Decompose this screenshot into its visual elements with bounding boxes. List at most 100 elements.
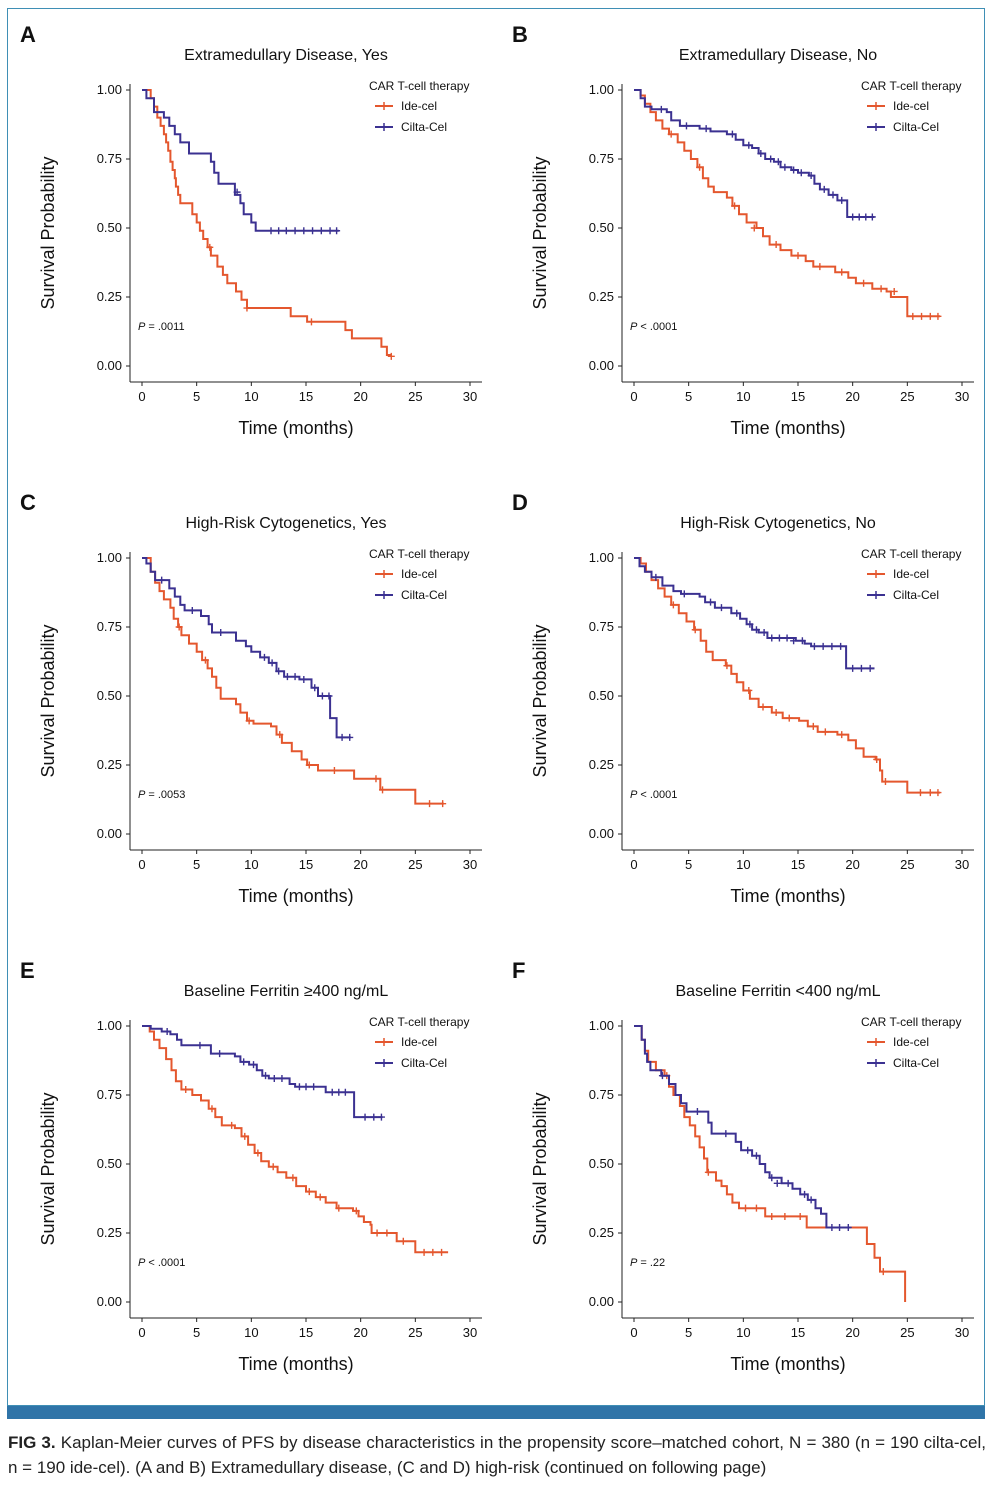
series-line-ide-cel [634, 89, 941, 318]
y-tick-label: 0.50 [589, 688, 614, 703]
censor-mark [807, 172, 815, 180]
censor-mark [208, 1105, 216, 1113]
series-line-cilta-cel [142, 89, 339, 232]
x-tick-label: 0 [138, 389, 145, 404]
censor-mark [182, 1085, 190, 1093]
censor-mark [775, 634, 783, 642]
censor-mark [752, 1152, 760, 1160]
censor-mark [704, 1168, 712, 1176]
legend-item: Cilta-Cel [893, 120, 939, 134]
censor-mark [420, 1248, 428, 1256]
y-tick-label: 1.00 [589, 82, 614, 97]
y-tick-label: 0.75 [97, 619, 122, 634]
censor-mark [341, 1088, 349, 1096]
censor-mark [201, 656, 209, 664]
y-tick-label: 0.50 [589, 1156, 614, 1171]
censor-mark [807, 1196, 815, 1204]
censor-mark [268, 659, 276, 667]
legend-item: Cilta-Cel [401, 120, 447, 134]
y-tick-label: 0.00 [589, 1294, 614, 1309]
x-tick-label: 25 [900, 389, 914, 404]
y-tick-label: 0.50 [589, 220, 614, 235]
censor-mark [216, 1050, 224, 1058]
x-tick-label: 25 [900, 1325, 914, 1340]
censor-mark [669, 601, 677, 609]
censor-mark [228, 1121, 236, 1129]
panel-letter: F [512, 958, 525, 983]
y-axis-label: Survival Probability [38, 624, 58, 777]
figure-frame [7, 8, 985, 1406]
y-tick-label: 1.00 [589, 550, 614, 565]
y-axis-label: Survival Probability [530, 156, 550, 309]
censor-mark [767, 155, 775, 163]
censor-mark [338, 733, 346, 741]
censor-mark [330, 767, 338, 775]
y-tick-label: 0.75 [589, 1087, 614, 1102]
x-tick-label: 30 [955, 857, 969, 872]
censor-mark [849, 213, 857, 221]
censor-mark [790, 166, 798, 174]
legend-item: Ide-cel [893, 1035, 929, 1049]
x-tick-label: 30 [463, 857, 477, 872]
censor-mark [439, 800, 447, 808]
censor-mark [335, 1088, 343, 1096]
censor-mark [918, 312, 926, 320]
censor-mark [828, 1223, 836, 1231]
censor-mark [821, 728, 829, 736]
censor-mark [361, 1113, 369, 1121]
censor-mark [188, 606, 196, 614]
x-tick-label: 10 [736, 1325, 750, 1340]
censor-mark [291, 673, 299, 681]
x-tick-label: 30 [463, 1325, 477, 1340]
censor-mark [680, 590, 688, 598]
y-tick-label: 1.00 [97, 1018, 122, 1033]
x-tick-label: 25 [900, 857, 914, 872]
censor-mark [370, 1113, 378, 1121]
panel-title: Extramedullary Disease, Yes [184, 47, 388, 64]
x-tick-label: 25 [408, 1325, 422, 1340]
censor-mark [702, 125, 710, 133]
censor-mark [267, 227, 275, 235]
y-tick-label: 0.25 [97, 757, 122, 772]
x-tick-label: 25 [408, 389, 422, 404]
censor-mark [310, 1083, 318, 1091]
y-tick-label: 1.00 [589, 1018, 614, 1033]
censor-mark [844, 1223, 852, 1231]
censor-mark [838, 268, 846, 276]
censor-mark [276, 731, 284, 739]
censor-mark [311, 684, 319, 692]
censor-mark [254, 1149, 262, 1157]
censor-mark [206, 243, 214, 251]
censor-mark [722, 1130, 730, 1138]
figure-bottom-bar [7, 1406, 985, 1419]
y-tick-label: 0.25 [589, 289, 614, 304]
censor-mark [860, 279, 868, 287]
x-tick-label: 30 [955, 1325, 969, 1340]
panel-title: Extramedullary Disease, No [679, 47, 877, 64]
censor-mark [667, 130, 675, 138]
series-line-ide-cel [142, 557, 444, 805]
censor-mark [717, 604, 725, 612]
censor-mark [783, 634, 791, 642]
censor-mark [733, 609, 741, 617]
censor-mark [836, 1223, 844, 1231]
x-tick-label: 15 [299, 857, 313, 872]
censor-mark [278, 1074, 286, 1082]
censor-mark [693, 1108, 701, 1116]
censor-mark [868, 213, 876, 221]
censor-mark [307, 318, 315, 326]
censor-mark [731, 202, 739, 210]
legend-item: Ide-cel [893, 99, 929, 113]
x-tick-label: 25 [408, 857, 422, 872]
caption-text: Kaplan-Meier curves of PFS by disease ch… [8, 1433, 986, 1477]
legend-item: Cilta-Cel [893, 588, 939, 602]
censor-mark [652, 573, 660, 581]
censor-mark [691, 626, 699, 634]
censor-mark [438, 1248, 446, 1256]
x-axis-label: Time (months) [238, 886, 353, 906]
legend-item: Cilta-Cel [401, 588, 447, 602]
censor-mark [262, 1072, 270, 1080]
censor-mark [773, 1179, 781, 1187]
censor-mark [282, 227, 290, 235]
x-tick-label: 20 [353, 389, 367, 404]
